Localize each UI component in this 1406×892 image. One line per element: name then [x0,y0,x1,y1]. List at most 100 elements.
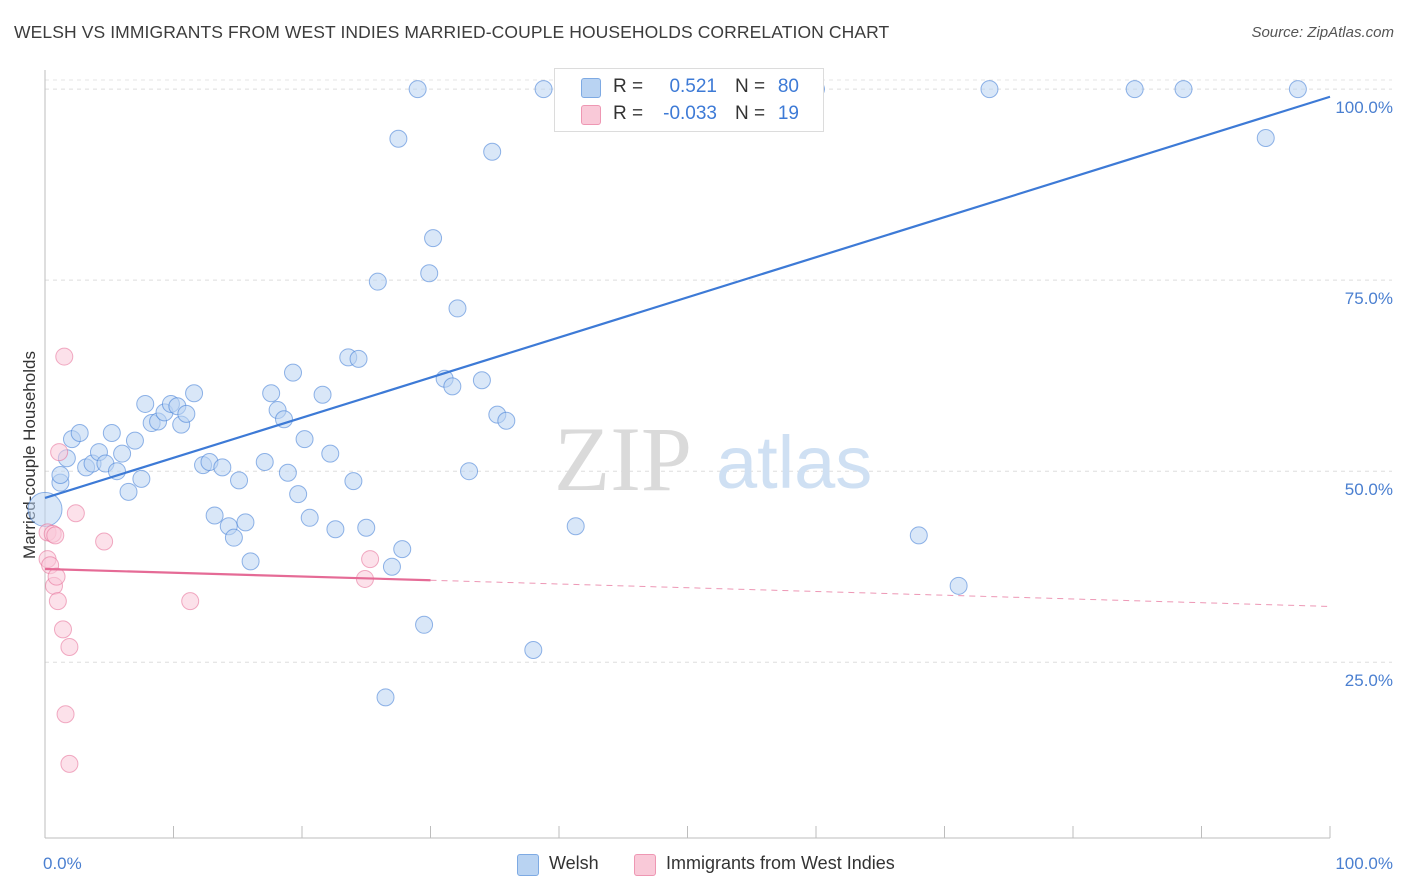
welsh-point [980,80,999,99]
west-indies-trend-line [44,567,431,582]
welsh-point [70,423,89,442]
source-label: Source: ZipAtlas.com [1251,24,1394,41]
welsh-point [241,552,260,571]
west-indies-point [60,637,79,656]
welsh-point [382,557,401,576]
welsh-point [230,471,249,490]
welsh-point [321,444,340,463]
welsh-trend-line [44,95,1331,499]
welsh-point [1125,80,1144,99]
welsh-point [483,142,502,161]
welsh-point [949,576,968,595]
correlation-legend: R = 0.521 N = 80 R = -0.033 N = 19 [554,68,824,132]
west-indies-point [48,592,67,611]
welsh-point [185,384,204,403]
legend-swatch-welsh [517,854,539,876]
x-tick-label: 100.0% [1335,854,1393,873]
welsh-point [136,394,155,413]
legend-label-welsh: Welsh [549,853,599,873]
welsh-point [1288,80,1307,99]
legend-label-west-indies: Immigrants from West Indies [666,853,895,873]
welsh-point [368,272,387,291]
y-tick-label: 50.0% [1345,480,1393,499]
legend-swatch-welsh [581,78,601,98]
chart-title: WELSH VS IMMIGRANTS FROM WEST INDIES MAR… [14,22,890,42]
y-tick-labels: 25.0% 50.0% 75.0% 100.0% [1335,98,1393,690]
welsh-point [284,363,303,382]
x-tick-label: 0.0% [43,854,82,873]
series-west-indies-points [38,347,380,773]
west-indies-point [66,504,85,523]
welsh-point [262,384,281,403]
welsh-point [1174,80,1193,99]
west-indies-point [95,532,114,551]
west-indies-point [181,592,200,611]
legend-n-label: N = [735,103,766,124]
west-indies-point [53,620,72,639]
welsh-point [534,80,553,99]
welsh-point [376,688,395,707]
west-indies-point [55,347,74,366]
welsh-point [224,528,243,547]
welsh-point [415,615,434,634]
welsh-point [102,423,121,442]
legend-swatch-west-indies [581,105,601,125]
welsh-point [448,299,467,318]
y-tick-label: 100.0% [1335,98,1393,117]
watermark: ZIP atlas [554,408,872,510]
welsh-point [125,431,144,450]
welsh-point [275,410,294,429]
welsh-point [408,80,427,99]
welsh-point [1256,129,1275,148]
legend-n-value: 19 [777,103,799,124]
welsh-point [393,540,412,559]
welsh-point [497,411,516,430]
welsh-point [255,453,274,472]
welsh-point [119,482,138,501]
welsh-point [278,463,297,482]
welsh-point [349,349,368,368]
welsh-point [205,506,224,525]
welsh-point [460,462,479,481]
west-indies-trend-line-extension [430,579,1331,607]
welsh-point [295,430,314,449]
legend-r-label: R = [613,103,644,124]
axes [44,70,1331,839]
welsh-point [389,129,408,148]
west-indies-point [60,754,79,773]
welsh-point [177,404,196,423]
legend-row-west-indies: R = -0.033 N = 19 [555,100,823,128]
legend-swatch-west-indies [634,854,656,876]
welsh-point [443,377,462,396]
west-indies-point [50,443,69,462]
legend-r-value: 0.521 [669,76,717,97]
y-tick-label: 75.0% [1345,289,1393,308]
legend-n-value: 80 [777,76,799,97]
welsh-point [909,526,928,545]
welsh-point [289,485,308,504]
welsh-point [213,458,232,477]
legend-r-value: -0.033 [663,103,717,124]
welsh-point [132,469,151,488]
trend-lines [44,95,1331,607]
watermark-zip: ZIP [554,408,692,510]
legend-n-label: N = [735,76,766,97]
series-legend: Welsh Immigrants from West Indies [0,852,1406,878]
welsh-point [113,444,132,463]
welsh-point [107,462,126,481]
west-indies-point [56,705,75,724]
legend-r-label: R = [613,76,644,97]
welsh-point [566,517,585,536]
welsh-point [313,385,332,404]
welsh-point [236,513,255,532]
legend-row-welsh: R = 0.521 N = 80 [555,73,823,101]
welsh-point [420,264,439,283]
series-welsh-points [27,80,1307,707]
west-indies-point [47,567,66,586]
welsh-point [344,472,363,491]
welsh-point [300,508,319,527]
welsh-point [51,466,70,485]
welsh-point [472,371,491,390]
welsh-point [524,641,543,660]
west-indies-point [46,526,65,545]
